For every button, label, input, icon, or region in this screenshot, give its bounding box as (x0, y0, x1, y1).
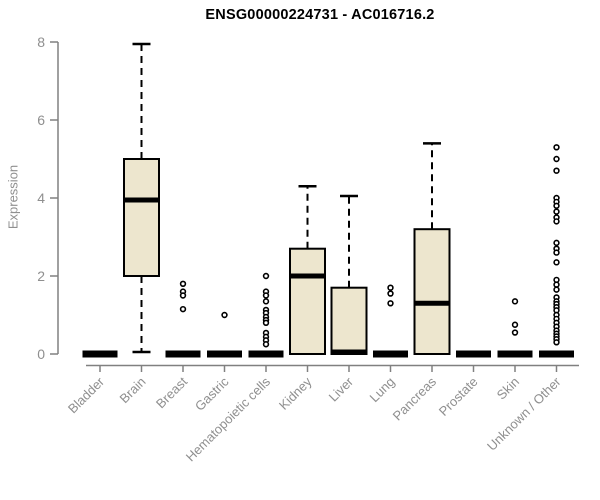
box (289, 247, 326, 355)
outlier-point (553, 144, 560, 151)
outlier-point (179, 305, 187, 313)
outlier-point (553, 339, 560, 346)
outlier-point (553, 208, 560, 215)
outlier-point (262, 292, 270, 299)
x-tick-label: Liver (326, 374, 357, 405)
box (123, 158, 160, 277)
box (330, 286, 368, 356)
x-tick-label: Breast (153, 374, 190, 411)
collapsed-box (207, 350, 242, 358)
y-tick-label: 6 (37, 112, 45, 128)
x-tick-label: Unknown / Other (484, 374, 564, 454)
x-tick-label: Lung (367, 374, 398, 405)
outlier-point (387, 284, 394, 291)
outlier-point (511, 321, 519, 328)
y-axis-label: Expression (5, 164, 21, 230)
collapsed-box (82, 350, 118, 358)
outlier-point (262, 298, 270, 305)
chart-title: ENSG00000224731 - AC016716.2 (205, 7, 435, 23)
outlier-point (553, 286, 560, 293)
x-tick-label: Pancreas (390, 374, 440, 424)
outlier-point (511, 298, 519, 305)
box (413, 228, 451, 355)
outlier-point (553, 259, 560, 266)
outlier-point (553, 249, 560, 256)
outlier-point (553, 202, 560, 210)
outlier-point (553, 155, 560, 163)
collapsed-box (456, 350, 491, 358)
outlier-point (553, 281, 560, 288)
x-tick-label: Prostate (436, 374, 481, 419)
outlier-point (553, 239, 560, 247)
outlier-point (553, 218, 560, 225)
outlier-point (179, 292, 187, 299)
y-tick-label: 2 (37, 268, 45, 284)
outlier-point (553, 167, 560, 174)
x-tick-label: Skin (494, 374, 522, 402)
outlier-point (262, 272, 270, 280)
x-tick-label: Bladder (65, 374, 108, 417)
collapsed-box (539, 350, 574, 358)
outlier-point (387, 300, 394, 307)
y-tick-label: 0 (37, 346, 45, 362)
collapsed-box (165, 350, 201, 358)
y-tick-label: 8 (37, 34, 45, 50)
outlier-point (221, 311, 228, 319)
x-tick-label: Brain (117, 374, 149, 406)
outlier-point (262, 319, 270, 326)
outlier-point (511, 329, 519, 336)
collapsed-box (248, 350, 284, 358)
outlier-point (262, 341, 270, 348)
collapsed-box (373, 350, 408, 358)
x-tick-label: Kidney (276, 374, 315, 413)
y-tick-label: 4 (37, 190, 45, 206)
outlier-point (387, 290, 394, 297)
collapsed-box (497, 350, 533, 358)
outlier-point (179, 280, 187, 287)
x-tick-label: Gastric (192, 374, 232, 414)
